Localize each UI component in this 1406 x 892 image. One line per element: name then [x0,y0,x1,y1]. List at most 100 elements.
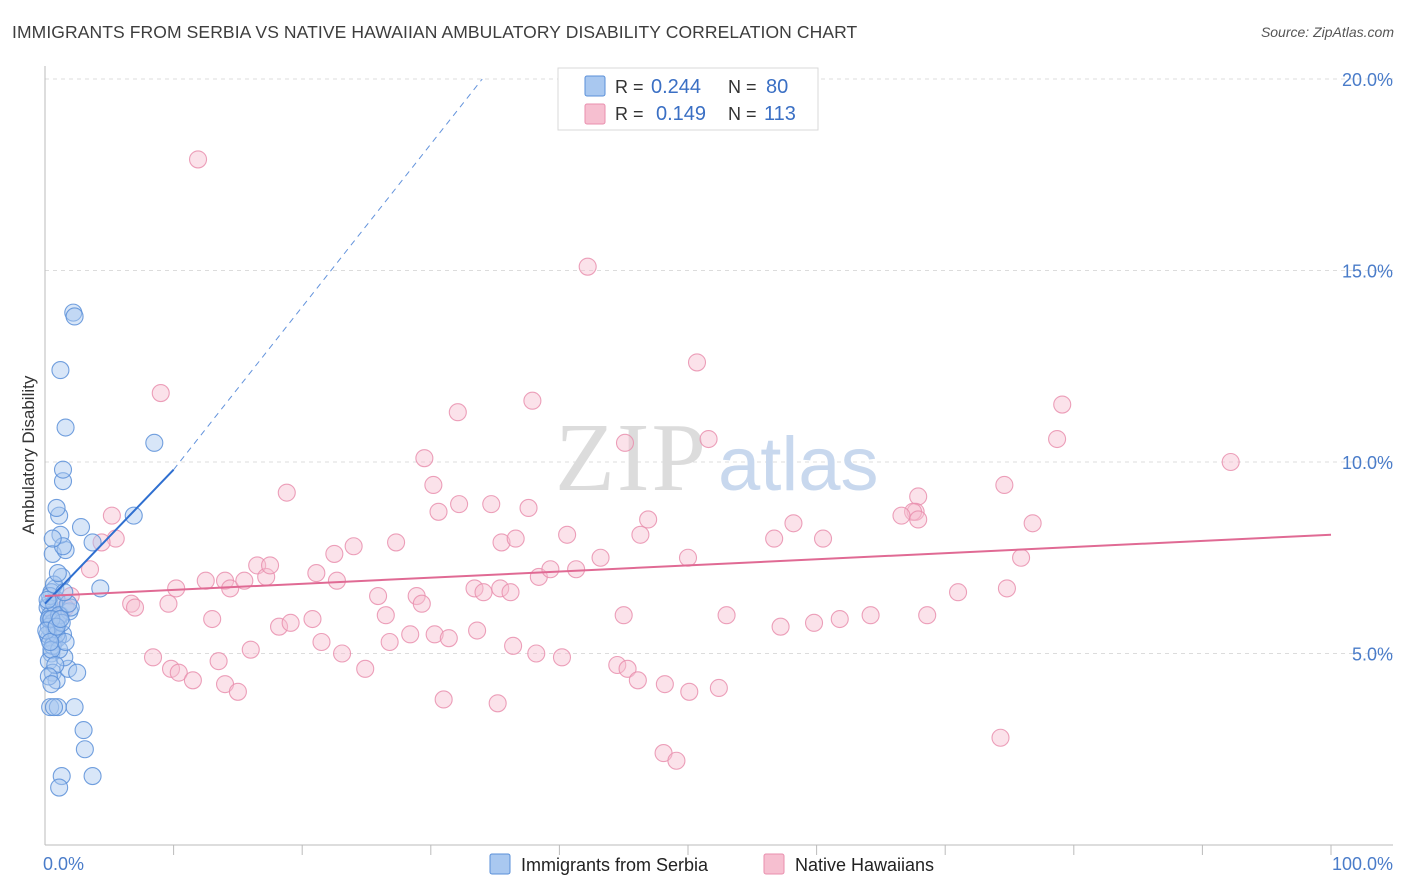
hawaiian-point-32 [387,533,406,552]
hawaiian-point-25 [784,514,803,533]
chart-title: IMMIGRANTS FROM SERBIA VS NATIVE HAWAIIA… [12,22,858,42]
hawaiian-point-3 [151,384,170,403]
hawaiian-point-101 [552,648,572,667]
hawaiian-point-27 [558,525,577,544]
hawaiian-point-111 [667,751,686,770]
serbia-point-68 [48,564,67,583]
legend-bottom-swatch-pink [763,853,785,875]
hawaiian-point-76 [861,606,880,625]
hawaiian-point-28 [492,533,511,552]
hawaiian-point-23 [995,475,1014,495]
x-tick-label-1: 100.0% [1332,854,1393,874]
hawaiian-point-108 [434,690,453,709]
y-tick-label-2: 15.0% [1342,262,1393,282]
legend-r-label-2: R = [615,104,644,124]
hawaiian-point-74 [804,613,824,632]
serbia-point-34 [47,498,66,518]
hawaiian-point-90 [303,609,322,629]
hawaiian-point-52 [203,609,222,629]
hawaiian-point-6 [1053,395,1072,414]
hawaiian-point-59 [307,564,326,583]
serbia-point-63 [46,655,65,675]
hawaiian-point-51 [196,571,215,590]
hawaiian-point-100 [527,644,546,663]
hawaiian-point-1 [578,257,597,276]
hawaiian-point-94 [380,632,399,652]
hawaiian-point-10 [1221,452,1240,472]
serbia-point-22 [75,740,94,759]
hawaiian-point-67 [491,579,510,598]
hawaiian-point-87 [241,640,260,659]
hawaiian-point-95 [401,625,420,644]
watermark: ZIP atlas [555,404,879,512]
legend-n-value-1: 80 [766,76,788,98]
hawaiian-point-61 [369,586,388,606]
hawaiian-point-39 [1012,548,1031,567]
hawaiian-point-38 [765,529,784,548]
hawaiian-point-103 [618,659,637,678]
hawaiian-point-14 [450,495,469,514]
serbia-point-79 [55,583,74,602]
hawaiian-point-49 [159,594,178,613]
hawaiian-point-5 [523,391,542,410]
axes [44,66,1393,855]
legend-n-label-1: N = [728,77,757,97]
hawaiian-point-17 [519,498,538,518]
hawaiian-point-66 [474,583,493,602]
serbia-point-69 [53,537,73,556]
hawaiian-point-86 [228,682,247,701]
hawaiian-point-106 [680,682,699,701]
hawaiian-point-60 [327,571,346,590]
series-immigrants-from-serbia [37,303,164,797]
hawaiian-point-99 [504,636,523,655]
hawaiian-point-31 [639,510,658,529]
legend-bottom-label-pink: Native Hawaiians [795,855,934,875]
hawaiian-point-2 [687,353,707,372]
hawaiian-point-81 [143,648,163,667]
hawaiian-point-70 [541,560,560,579]
hawaiian-point-15 [429,502,448,521]
legend-bottom-label-blue: Immigrants from Serbia [521,855,709,875]
serbia-point-41 [145,433,164,452]
hawaiian-point-109 [488,694,507,713]
hawaiian-point-79 [997,579,1016,598]
hawaiian-point-72 [717,606,736,625]
hawaiian-point-7 [615,433,635,452]
hawaiian-point-65 [465,579,484,598]
hawaiian-point-96 [425,625,444,644]
y-tick-label-0: 5.0% [1352,645,1393,665]
hawaiian-point-80 [209,652,228,671]
y-axis-title: Ambulatory Disability [19,375,38,534]
hawaiian-point-50 [167,579,186,598]
hawaiian-point-78 [949,583,968,602]
hawaiian-point-107 [709,678,728,698]
hawaiian-point-89 [281,613,300,632]
hawaiian-point-48 [125,598,145,617]
serbia-point-25 [50,778,69,797]
hawaiian-point-40 [102,506,121,525]
hawaiian-point-43 [80,560,100,579]
serbia-point-38 [51,361,70,380]
serbia-point-37 [56,418,75,437]
watermark-zip: ZIP [555,404,708,512]
serbia-point-73 [41,632,60,652]
serbia-point-77 [42,675,61,694]
hawaiian-point-22 [892,506,911,525]
trendline-serbia [44,468,175,605]
legend-swatch-pink [584,103,606,125]
hawaiian-point-9 [1048,429,1067,449]
trendline-hawaiian [44,533,1332,598]
hawaiian-point-33 [344,537,363,556]
hawaiian-point-98 [468,621,487,640]
grid-lines [45,78,1393,654]
serbia-point-66 [37,621,56,640]
y-tick-label-1: 10.0% [1342,453,1393,473]
hawaiian-point-68 [501,583,520,602]
legend-n-label-2: N = [728,104,757,124]
serbia-point-19 [44,698,64,717]
serbia-point-75 [51,609,70,629]
hawaiian-point-18 [909,487,928,506]
hawaiian-point-34 [325,544,344,563]
hawaiian-point-30 [631,525,650,544]
